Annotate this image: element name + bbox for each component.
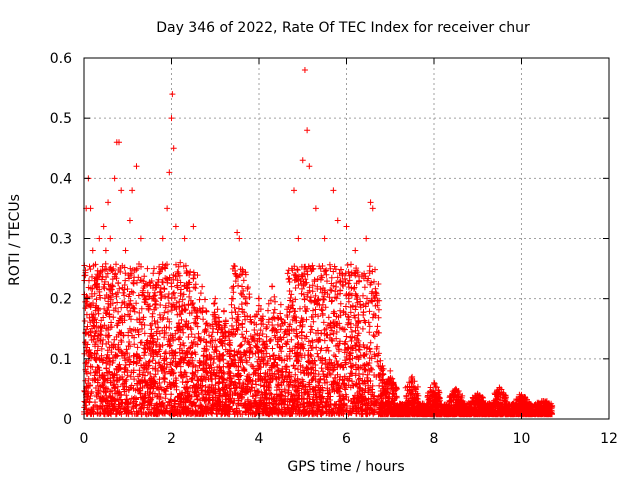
data-point xyxy=(137,235,144,242)
data-point xyxy=(374,343,381,350)
data-point xyxy=(363,235,370,242)
data-point xyxy=(304,127,311,134)
x-tick-label: 10 xyxy=(513,431,531,447)
data-point xyxy=(172,223,179,230)
data-point xyxy=(496,385,503,392)
data-point xyxy=(367,199,374,206)
x-tick-label: 4 xyxy=(255,431,264,447)
x-axis-title: GPS time / hours xyxy=(287,459,404,475)
data-point xyxy=(330,187,337,194)
y-tick-label: 0.5 xyxy=(50,111,72,127)
data-point xyxy=(177,259,184,266)
data-point xyxy=(256,295,262,302)
data-point xyxy=(306,163,313,170)
data-point xyxy=(111,175,118,182)
data-point xyxy=(242,271,249,278)
data-point xyxy=(269,283,276,290)
data-point xyxy=(122,247,129,254)
y-tick-label: 0.2 xyxy=(50,292,72,308)
data-point xyxy=(151,265,157,272)
data-point xyxy=(234,229,241,236)
data-point xyxy=(409,373,416,380)
x-tick-label: 6 xyxy=(342,431,351,447)
data-point xyxy=(288,265,295,272)
data-point xyxy=(105,199,112,206)
data-point xyxy=(164,205,171,212)
data-point xyxy=(118,187,125,194)
data-point xyxy=(352,247,359,254)
data-point xyxy=(89,247,96,254)
data-point xyxy=(181,235,188,242)
data-point xyxy=(452,385,459,392)
data-point xyxy=(518,391,525,398)
data-point xyxy=(321,235,328,242)
data-point xyxy=(168,115,175,122)
chart-title: Day 346 of 2022, Rate Of TEC Index for r… xyxy=(156,20,530,36)
data-point xyxy=(133,163,140,170)
data-point xyxy=(221,307,227,314)
data-point xyxy=(96,235,103,242)
y-tick-label: 0 xyxy=(63,412,72,428)
data-point xyxy=(126,217,133,224)
y-tick-label: 0.1 xyxy=(50,352,72,368)
data-point xyxy=(301,67,308,74)
y-tick-label: 0.3 xyxy=(50,232,72,248)
data-point xyxy=(295,235,302,242)
data-point xyxy=(116,139,122,146)
data-point xyxy=(199,283,206,290)
data-point xyxy=(87,205,94,212)
y-tick-label: 0.6 xyxy=(50,51,72,67)
data-point xyxy=(94,283,101,290)
data-point xyxy=(100,223,107,230)
data-point xyxy=(190,223,197,230)
data-point xyxy=(291,187,297,194)
data-point xyxy=(277,301,284,308)
data-point xyxy=(369,205,376,212)
data-point xyxy=(431,379,437,386)
x-tick-label: 8 xyxy=(430,431,439,447)
y-tick-label: 0.4 xyxy=(50,171,72,187)
data-point xyxy=(169,91,176,98)
data-point xyxy=(159,235,166,242)
data-point xyxy=(474,391,481,398)
data-point xyxy=(343,223,350,230)
data-point xyxy=(540,397,547,404)
data-point xyxy=(102,247,109,254)
data-point xyxy=(549,403,556,410)
data-point xyxy=(166,169,173,176)
data-point xyxy=(170,145,177,152)
data-point xyxy=(212,295,219,302)
x-tick-label: 2 xyxy=(167,431,176,447)
axis-ticks: 0 2 4 6 8 10 12 0 0.1 0.2 0.3 0.4 0.5 0.6 xyxy=(50,51,618,447)
x-tick-label: 12 xyxy=(600,431,618,447)
data-point xyxy=(334,217,341,224)
data-point xyxy=(299,157,306,164)
data-point xyxy=(236,235,243,242)
x-tick-label: 0 xyxy=(80,431,89,447)
y-axis-title: ROTI / TECUs xyxy=(7,194,23,286)
data-point xyxy=(312,205,319,212)
data-point xyxy=(144,265,151,272)
data-point xyxy=(107,235,114,242)
data-point xyxy=(387,367,394,374)
data-point xyxy=(129,187,136,194)
data-points xyxy=(81,67,556,418)
scatter-cloud xyxy=(81,260,556,418)
